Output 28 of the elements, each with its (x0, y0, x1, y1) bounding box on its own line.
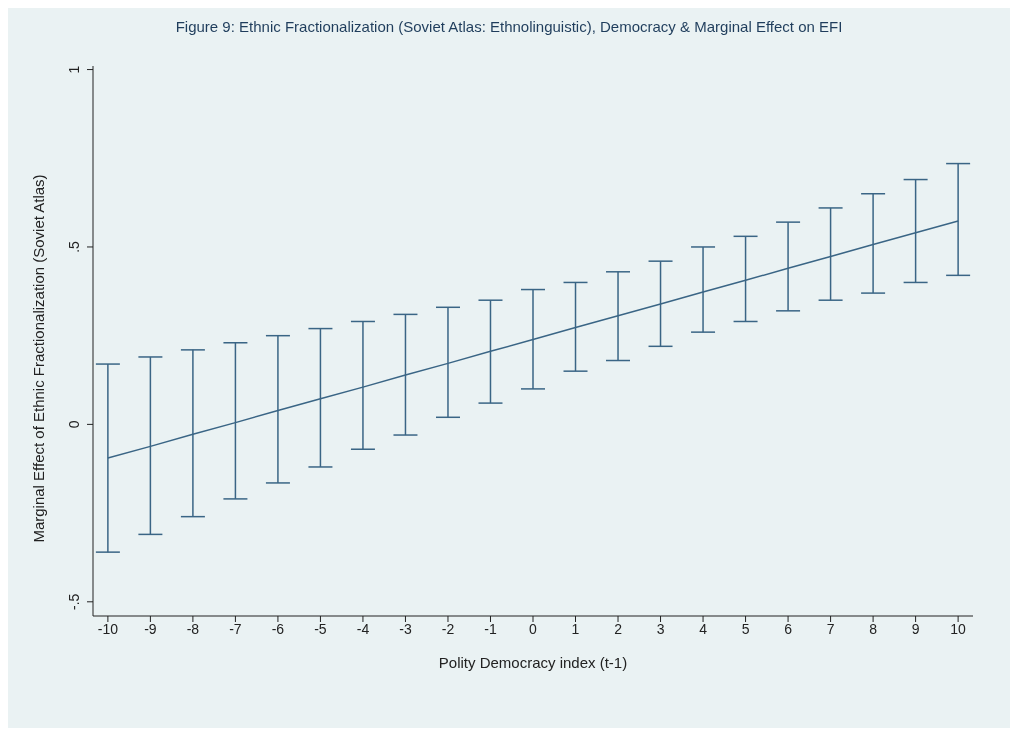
x-tick-label: -6 (271, 620, 285, 637)
x-tick-label: 10 (950, 620, 967, 637)
x-tick-label: -3 (399, 620, 412, 637)
y-axis-title: Marginal Effect of Ethnic Fractionalization (Soviet Atlas) (29, 173, 47, 543)
x-tick-label: 6 (784, 620, 793, 637)
x-tick-label: 5 (741, 620, 750, 637)
x-tick-label: 9 (911, 620, 920, 637)
x-tick-label: 4 (699, 620, 708, 637)
chart-title: Figure 9: Ethnic Fractionalization (Soviet Atlas: Ethnolinguistic), Democracy & Marginal Effect on EFI (174, 17, 844, 35)
x-tick-label: 8 (869, 620, 878, 637)
x-axis-title: Polity Democracy index (t-1) (438, 654, 628, 671)
x-tick-label: 1 (571, 620, 580, 637)
x-tick-label: -1 (484, 620, 497, 637)
x-tick-label: -10 (97, 620, 119, 637)
x-tick-label: -7 (229, 620, 242, 637)
x-tick-label: -2 (441, 620, 455, 637)
y-tick-label: 0 (66, 420, 82, 429)
x-tick-label: 3 (656, 620, 665, 637)
x-tick-label: -4 (356, 620, 370, 637)
x-tick-label: -8 (186, 620, 200, 637)
x-tick-label: -5 (314, 620, 327, 637)
y-tick-label: .5 (66, 240, 82, 253)
x-tick-label: 2 (614, 620, 623, 637)
y-tick-label: 1 (66, 65, 82, 74)
x-tick-label: -9 (144, 620, 157, 637)
y-tick-label: -.5 (66, 593, 82, 610)
x-tick-label: 0 (529, 620, 538, 637)
x-tick-label: 7 (826, 620, 835, 637)
